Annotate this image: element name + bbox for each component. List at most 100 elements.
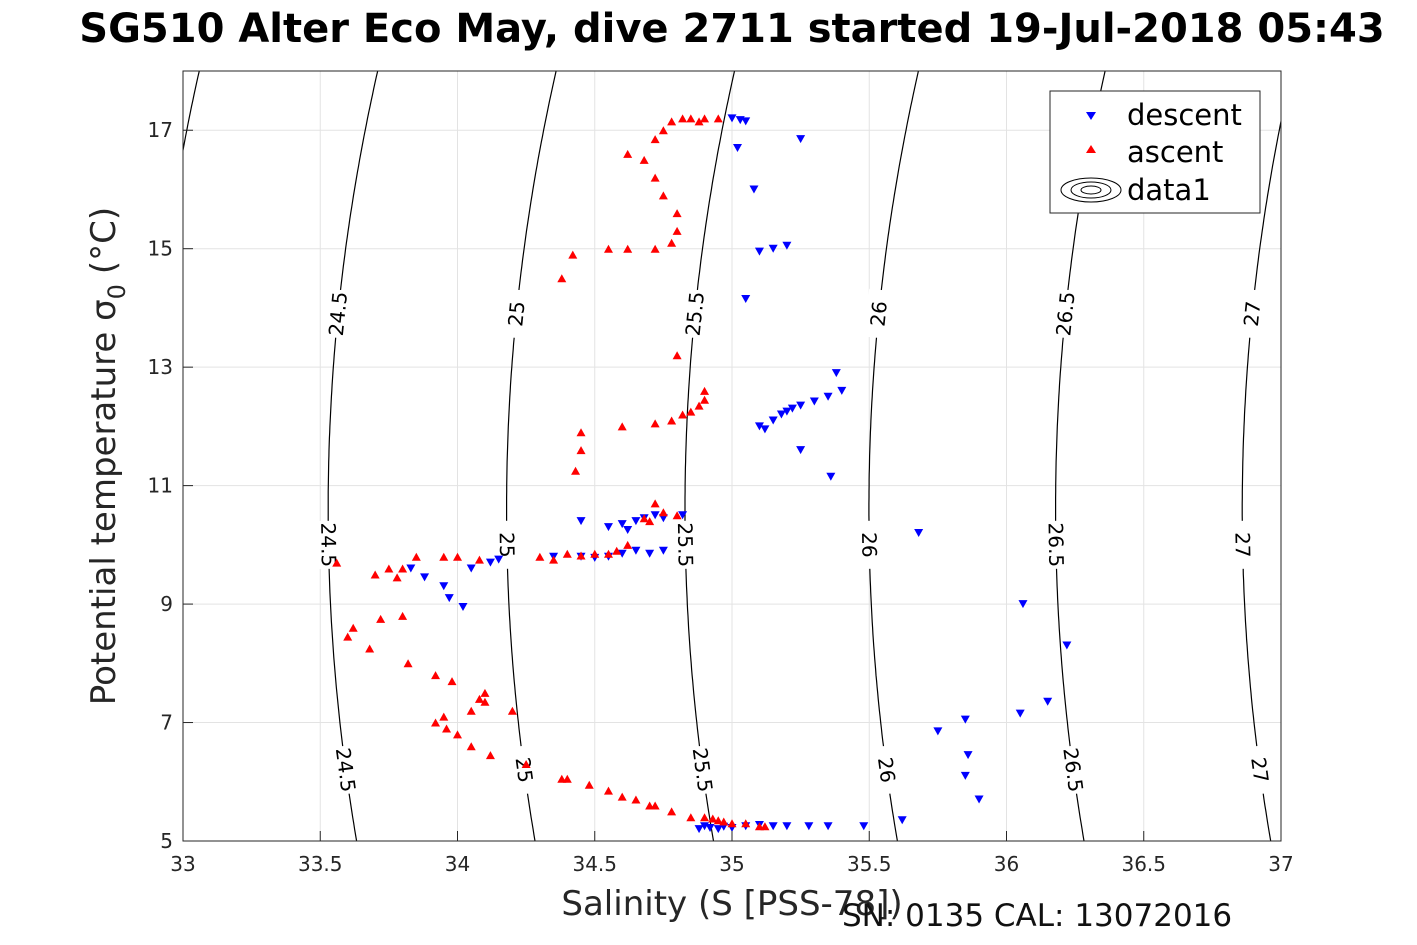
density-contour-label-text: 26 bbox=[873, 756, 900, 784]
descent-point bbox=[650, 511, 660, 520]
descent-point bbox=[631, 517, 641, 526]
descent-point bbox=[727, 114, 737, 123]
x-tick-label: 36 bbox=[994, 852, 1019, 876]
ascent-point bbox=[439, 552, 449, 561]
ascent-point bbox=[700, 386, 710, 395]
ascent-point bbox=[562, 549, 572, 558]
ascent-point bbox=[700, 114, 710, 123]
ascent-point bbox=[667, 117, 677, 126]
ascent-point bbox=[623, 149, 633, 158]
y-tick-label: 17 bbox=[148, 118, 173, 142]
density-contour-label: 26 bbox=[864, 288, 894, 339]
density-contour-line bbox=[506, 71, 557, 841]
ascent-point bbox=[398, 611, 408, 620]
descent-point bbox=[787, 404, 797, 413]
ascent-point bbox=[694, 117, 704, 126]
y-axis-ticks: 5 7 9 11 13 15 17 bbox=[148, 118, 193, 853]
density-contour-label: 25 bbox=[509, 744, 540, 796]
descent-point bbox=[823, 392, 833, 401]
descent-point bbox=[741, 295, 751, 304]
y-axis-label-main: Potential temperature σ bbox=[84, 299, 124, 705]
ascent-point bbox=[442, 724, 452, 733]
ascent-point bbox=[447, 677, 457, 686]
descent-point bbox=[617, 520, 627, 529]
ascent-point bbox=[549, 555, 559, 564]
descent-point bbox=[735, 116, 745, 125]
ascent-point bbox=[562, 774, 572, 783]
ascent-point bbox=[760, 822, 770, 831]
x-tick-label: 37 bbox=[1268, 852, 1293, 876]
ascent-point bbox=[384, 564, 394, 573]
density-contour-label-text: 27 bbox=[1230, 532, 1254, 558]
density-contour-label: 27 bbox=[1230, 520, 1256, 570]
ascent-point bbox=[658, 126, 668, 135]
density-contour-label-text: 26 bbox=[857, 532, 881, 558]
descent-point bbox=[754, 422, 764, 431]
ascent-point bbox=[485, 751, 495, 760]
ascent-point bbox=[571, 466, 581, 475]
y-tick-label: 7 bbox=[160, 711, 173, 735]
sensor-calibration-note: SN: 0135 CAL: 13072016 bbox=[842, 898, 1233, 934]
descent-point bbox=[678, 511, 688, 520]
ascent-point bbox=[686, 407, 696, 416]
ascent-point bbox=[667, 416, 677, 425]
legend-label-data1: data1 bbox=[1127, 173, 1211, 207]
x-axis-label: Salinity (S [PSS-78]) bbox=[561, 884, 902, 924]
density-contour-label-text: 24.5 bbox=[324, 290, 352, 337]
descent-point bbox=[741, 117, 751, 126]
descent-point bbox=[713, 825, 723, 834]
ascent-point bbox=[403, 659, 413, 668]
ascent-point bbox=[398, 564, 408, 573]
ascent-point bbox=[431, 718, 441, 727]
ascent-point bbox=[623, 244, 633, 253]
density-contour-label: 25.5 bbox=[672, 520, 698, 570]
ascent-point bbox=[678, 114, 688, 123]
ascent-point bbox=[658, 191, 668, 200]
ascent-point bbox=[474, 694, 484, 703]
ascent-point bbox=[700, 813, 710, 822]
descent-point bbox=[466, 564, 476, 573]
density-contour-label-bg bbox=[330, 744, 361, 796]
descent-point bbox=[796, 135, 806, 144]
ascent-point bbox=[584, 780, 594, 789]
density-contour-line bbox=[684, 71, 736, 841]
descent-point bbox=[768, 822, 778, 831]
density-contour-label-text: 25.5 bbox=[673, 522, 698, 567]
density-contour-label-bg bbox=[323, 288, 353, 339]
density-contour-label-bg bbox=[316, 520, 341, 570]
ascent-point bbox=[650, 244, 660, 253]
ascent-point bbox=[576, 551, 586, 560]
descent-point bbox=[603, 523, 613, 532]
y-axis-label: Potential temperature σ0 (°C) bbox=[84, 207, 131, 705]
density-contour-label-bg bbox=[509, 744, 540, 796]
descent-point bbox=[796, 401, 806, 410]
ascent-point bbox=[603, 549, 613, 558]
density-contour-label: 26.5 bbox=[1058, 744, 1089, 796]
density-contour-label: 24.5 bbox=[323, 288, 353, 339]
density-contour-label-bg bbox=[672, 520, 698, 570]
density-contour-label: 26.5 bbox=[1043, 520, 1069, 570]
ascent-point bbox=[713, 114, 723, 123]
descent-point bbox=[694, 825, 704, 834]
density-contour-label-text: 26.5 bbox=[1043, 522, 1068, 567]
y-tick-label: 5 bbox=[160, 829, 173, 853]
ascent-point bbox=[376, 614, 386, 623]
descent-point bbox=[960, 771, 970, 780]
density-contour-label-bg bbox=[864, 288, 894, 339]
ascent-point bbox=[603, 244, 613, 253]
x-axis-ticks: 33 33.5 34 34.5 35 35.5 36 36.5 37 bbox=[170, 831, 1294, 876]
ascent-point bbox=[557, 274, 567, 283]
descent-point bbox=[796, 446, 806, 455]
ascent-point bbox=[617, 792, 627, 801]
ascent-point bbox=[466, 706, 476, 715]
ascent-point bbox=[639, 514, 649, 523]
density-contour-label-bg bbox=[1051, 288, 1080, 339]
density-contour-label-text: 26.5 bbox=[1051, 290, 1079, 337]
chart-title: SG510 Alter Eco May, dive 2711 started 1… bbox=[79, 6, 1385, 52]
data-points bbox=[332, 114, 1072, 834]
density-contour-label-text: 25 bbox=[503, 300, 529, 328]
descent-point bbox=[749, 185, 759, 194]
descent-point bbox=[623, 526, 633, 535]
descent-point bbox=[823, 822, 833, 831]
density-contours bbox=[183, 71, 1281, 841]
